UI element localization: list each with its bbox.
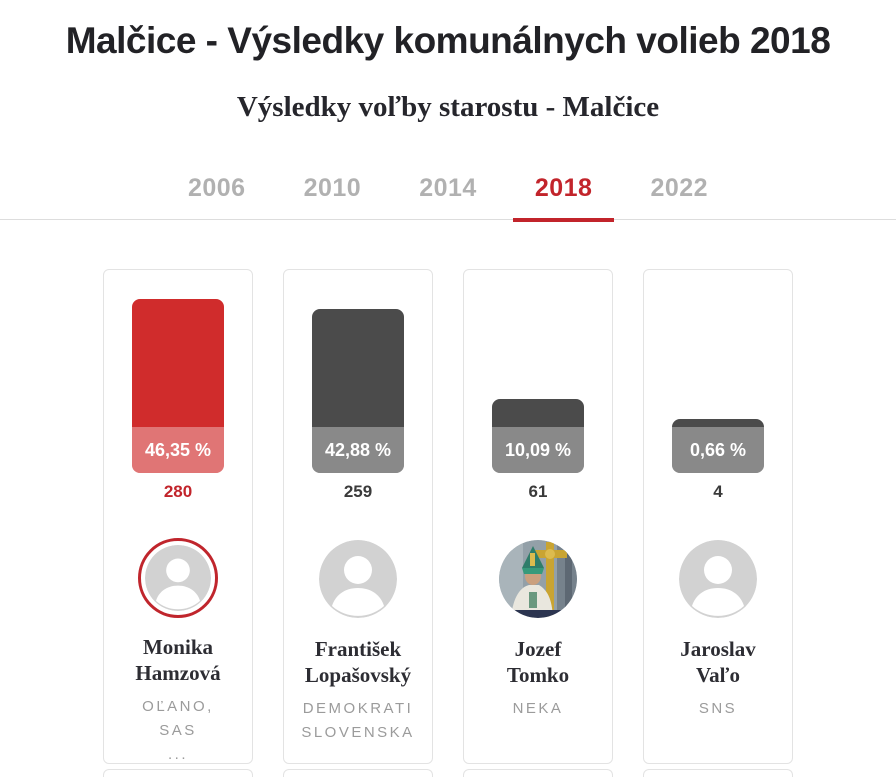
- next-row-card-top: [643, 769, 793, 778]
- tab-2006[interactable]: 2006: [166, 174, 268, 222]
- next-row-card-top: [283, 769, 433, 778]
- percent-label: 46,35 %: [132, 427, 224, 474]
- person-placeholder-icon: [145, 545, 211, 612]
- person-placeholder-icon: [679, 540, 757, 619]
- page-subtitle: Výsledky voľby starostu - Malčice: [236, 91, 660, 124]
- candidate-card: 42,88 % 259 František Lopašovský DEMOKRATI …: [283, 269, 433, 765]
- next-row-card-top: [103, 769, 253, 778]
- candidate-party: NEKA: [512, 700, 564, 718]
- votes-count: 4: [713, 482, 723, 502]
- percent-label: 0,66 %: [672, 427, 764, 474]
- result-bar: 46,35 %: [132, 299, 224, 474]
- person-placeholder-icon: [319, 540, 397, 619]
- bar-area: 10,09 %: [492, 299, 584, 474]
- year-tabs: 2006 2010 2014 2018 2022: [0, 174, 896, 223]
- candidate-party: OĽANO, SAS ...: [142, 698, 214, 764]
- percent-label: 10,09 %: [492, 427, 584, 474]
- candidate-party: DEMOKRATI SLOVENSKA: [301, 700, 415, 742]
- avatar: [319, 538, 397, 620]
- votes-count: 259: [343, 482, 373, 502]
- result-bar: 42,88 %: [312, 309, 404, 474]
- next-row-peek: [0, 769, 896, 778]
- result-bar: 0,66 %: [672, 419, 764, 474]
- tab-2014[interactable]: 2014: [397, 174, 499, 222]
- page-title: Malčice - Výsledky komunálnych volieb 20…: [65, 20, 831, 61]
- tab-2010[interactable]: 2010: [282, 174, 384, 222]
- avatar: [138, 538, 218, 619]
- votes-count: 280: [163, 482, 193, 502]
- candidate-name: Jaroslav Vaľo: [680, 637, 756, 688]
- candidate-party: SNS: [698, 700, 738, 718]
- votes-count: 61: [528, 482, 548, 502]
- candidate-name: Monika Hamzová: [135, 635, 221, 686]
- avatar: [679, 538, 757, 620]
- candidate-name: Jozef Tomko: [506, 637, 570, 688]
- bar-area: 0,66 %: [672, 299, 764, 474]
- candidate-cards: 46,35 % 280 Monika Hamzová OĽANO, SAS ... 42…: [0, 269, 896, 765]
- candidate-photo: [499, 540, 577, 619]
- winner-avatar-ring: [138, 538, 218, 619]
- result-bar: 10,09 %: [492, 399, 584, 474]
- bar-area: 46,35 %: [132, 299, 224, 474]
- avatar: [499, 538, 577, 620]
- candidate-card: 10,09 % 61 Jozef Tomko NEKA: [463, 269, 613, 765]
- candidate-card: 46,35 % 280 Monika Hamzová OĽANO, SAS ...: [103, 269, 253, 765]
- percent-label: 42,88 %: [312, 427, 404, 474]
- candidate-card: 0,66 % 4 Jaroslav Vaľo SNS: [643, 269, 793, 765]
- tab-2022[interactable]: 2022: [628, 174, 730, 222]
- candidate-name: František Lopašovský: [304, 637, 412, 688]
- bar-area: 42,88 %: [312, 299, 404, 474]
- next-row-card-top: [463, 769, 613, 778]
- tab-2018[interactable]: 2018: [512, 174, 615, 223]
